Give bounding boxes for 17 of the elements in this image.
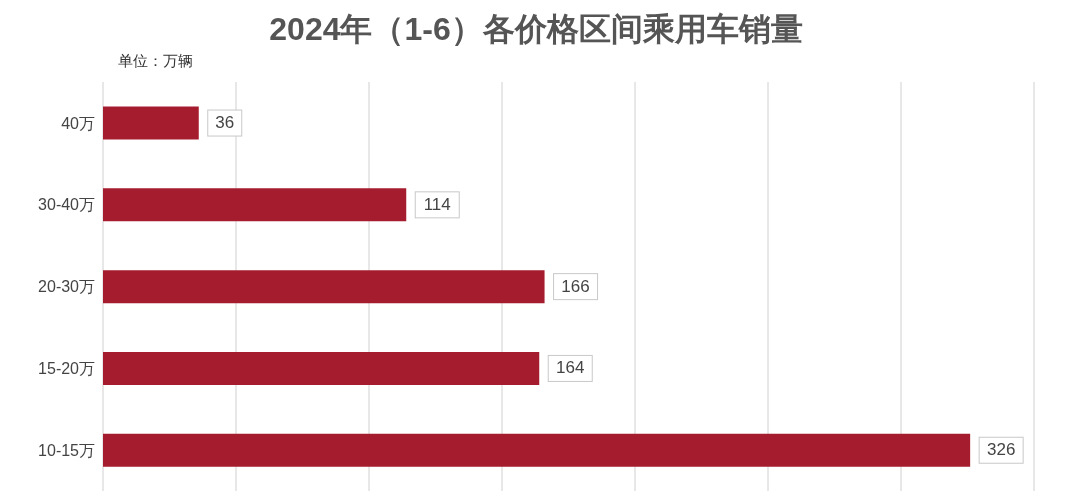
chart-title: 2024年（1-6）各价格区间乘用车销量 [268, 10, 804, 49]
bar [103, 433, 971, 467]
data-label: 36 [215, 113, 235, 133]
bar [103, 188, 407, 222]
bar [103, 270, 545, 304]
y-tick-label: 40万 [61, 114, 95, 132]
y-tick-label: 15-20万 [38, 359, 95, 377]
bar [103, 351, 540, 385]
data-label: 164 [556, 358, 585, 378]
bar [103, 106, 199, 140]
data-label: 166 [561, 276, 590, 296]
y-tick-label: 10-15万 [38, 441, 95, 459]
y-tick-label: 30-40万 [38, 196, 95, 214]
y-tick-label: 20-30万 [38, 278, 95, 296]
text: 单位：万辆 [118, 52, 194, 71]
data-label: 114 [423, 194, 451, 214]
data-label: 326 [986, 440, 1016, 460]
